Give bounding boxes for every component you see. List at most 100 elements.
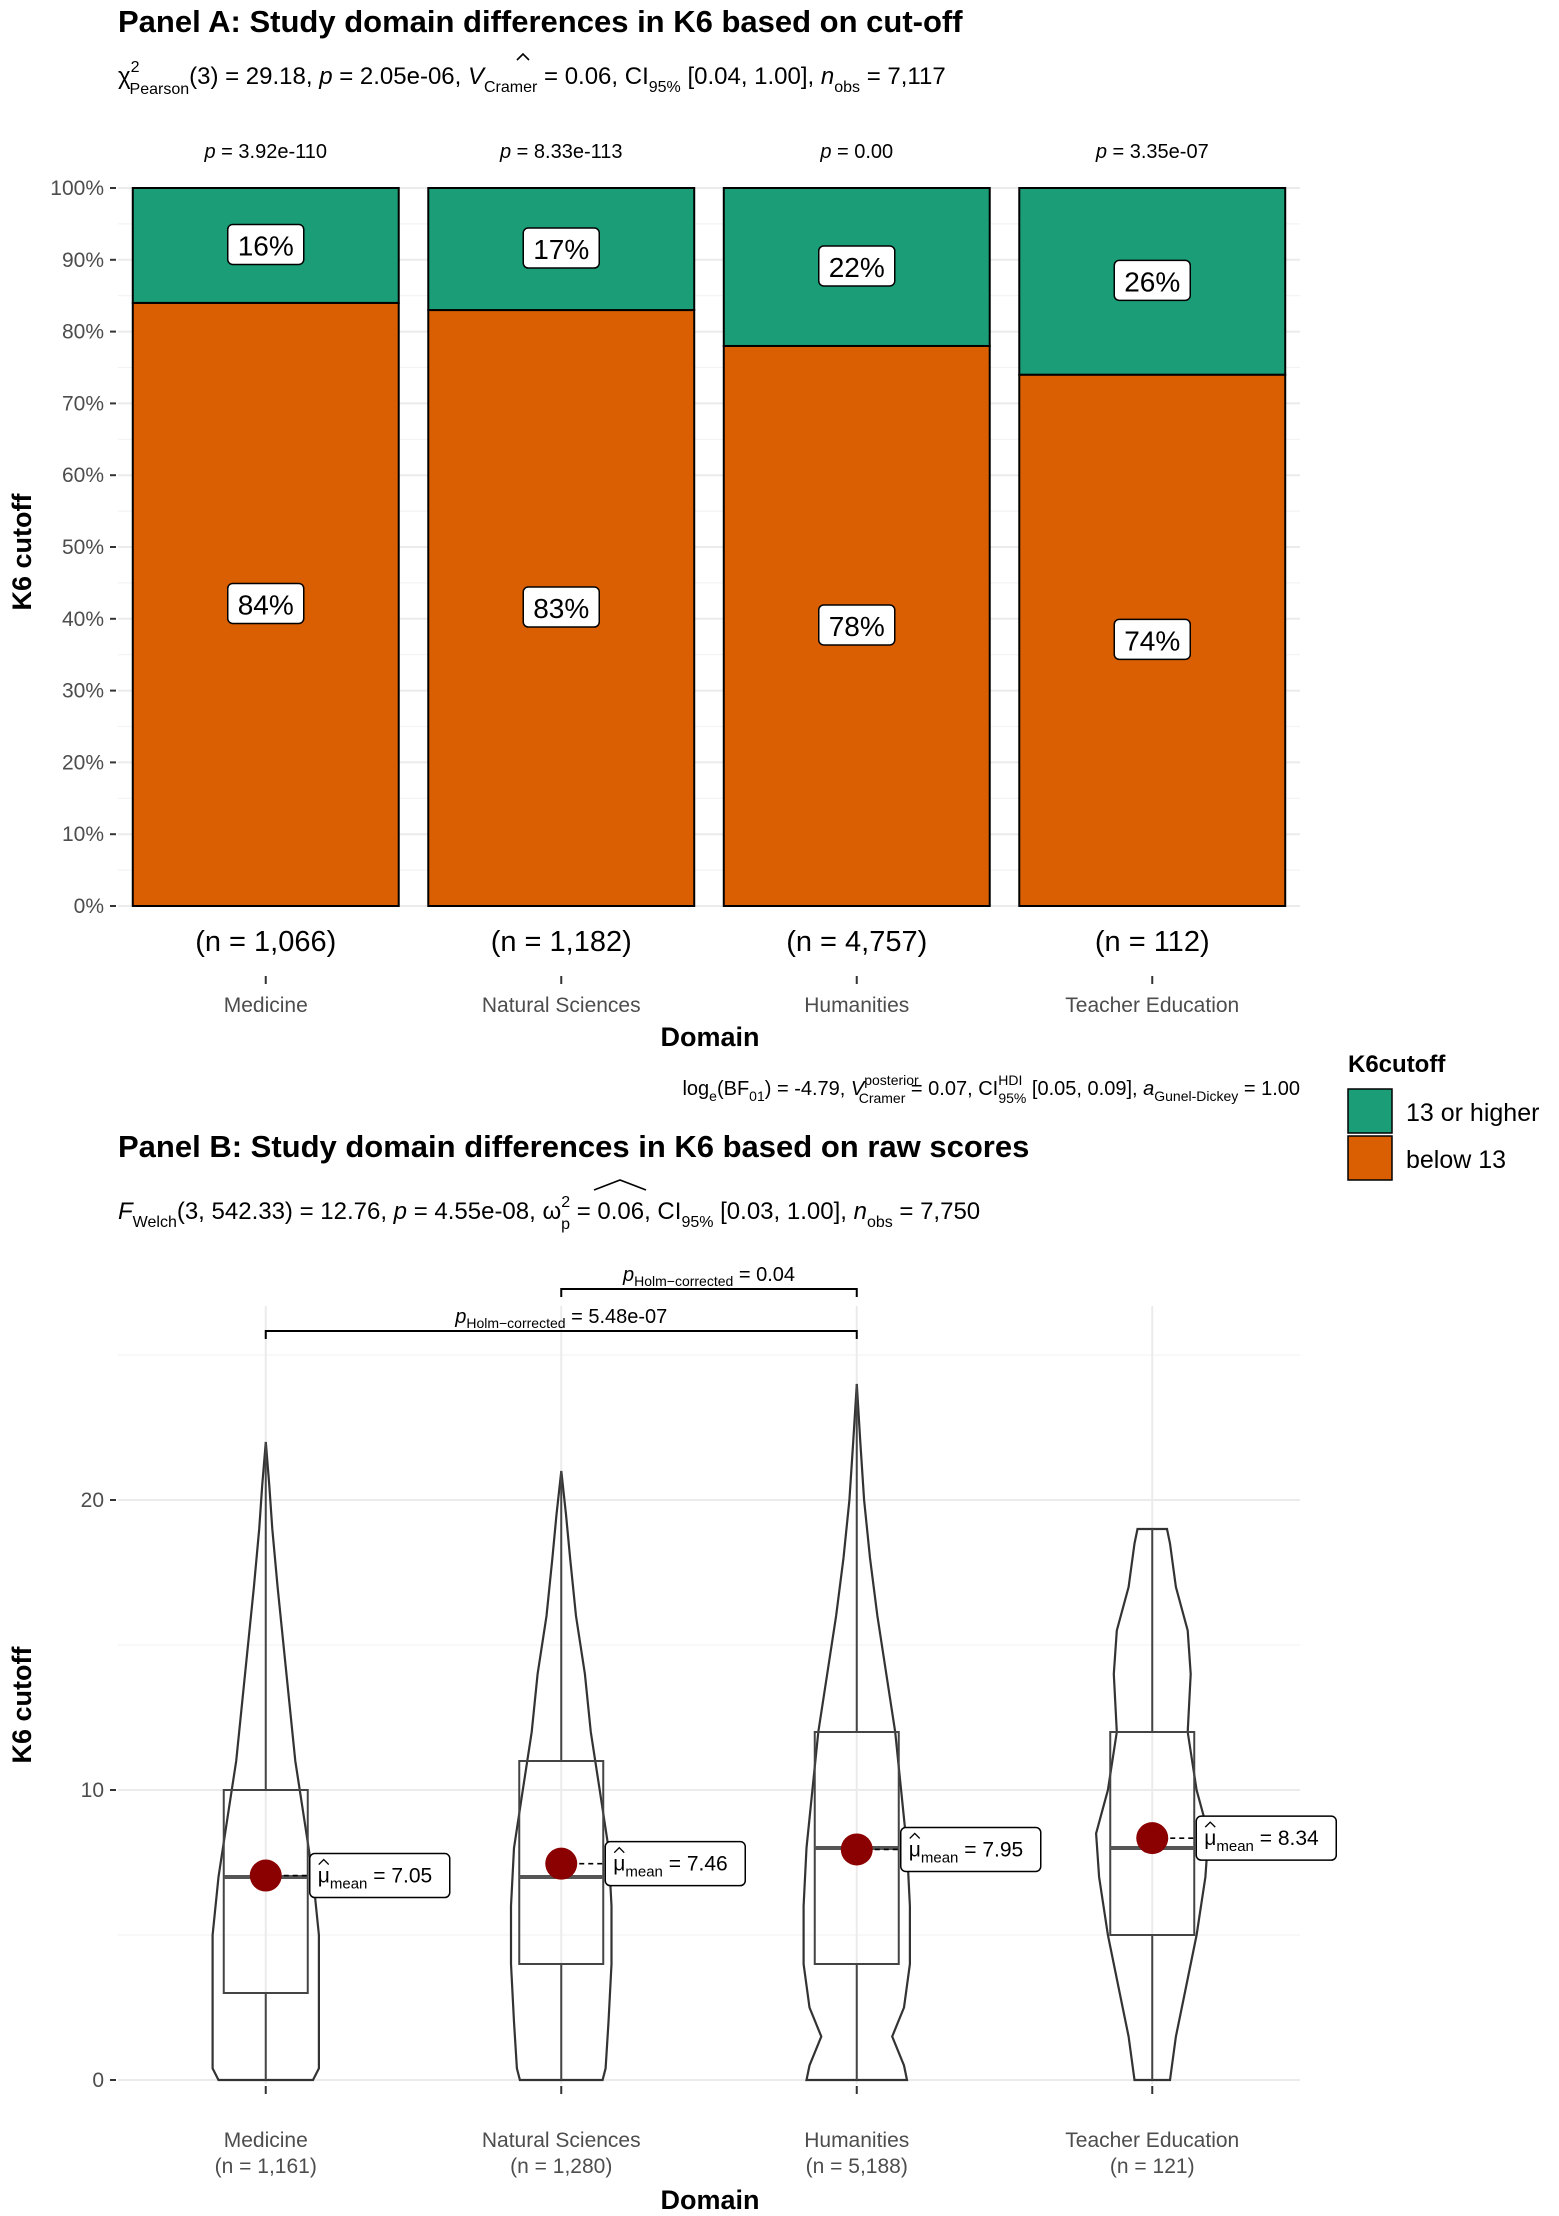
panel-a: Panel A: Study domain differences in K6 …: [7, 4, 1539, 1181]
panel-b-x-axis: Medicine (n = 1,161) Natural Sciences (n = …: [215, 2086, 1239, 2178]
box-teacher-education: [1109, 1731, 1196, 1936]
legend-label-below-13: below 13: [1406, 1146, 1506, 1174]
data-label-box: [227, 223, 305, 266]
data-label: 78%: [829, 611, 885, 642]
mean-point-medicine: [249, 1859, 282, 1892]
panel-a-x-axis: (n = 1,066) Medicine (n = 1,182) Natural Sc…: [195, 926, 1239, 1017]
panel-b-grid: [118, 1306, 1300, 2084]
y-tick-label: 0%: [74, 895, 104, 918]
y-tick-label: 70%: [62, 392, 104, 415]
comparison-bracket: [264, 1330, 858, 1339]
comparison-bracket: [560, 1288, 858, 1297]
data-label: 22%: [829, 252, 885, 283]
v-hat-mark: [516, 52, 530, 61]
sample-size-label: (n = 1,066): [195, 926, 336, 958]
mean-point-natural-sciences: [545, 1847, 578, 1880]
panel-a-title: Panel A: Study domain differences in K6 …: [118, 4, 963, 39]
y-tick-label: 20%: [62, 751, 104, 774]
panel-b: Panel B: Study domain differences in K6 …: [7, 1129, 1337, 2215]
mean-label: μmean = 7.46: [613, 1853, 727, 1881]
data-label-box: [1113, 259, 1191, 302]
panel-b-subtitle: FWelch(3, 542.33) = 12.76, p = 4.55e-08,…: [118, 1194, 980, 1233]
sample-size-label: (n = 112): [1095, 926, 1210, 958]
sample-size-label: (n = 1,280): [510, 2155, 612, 2178]
violin-teacher-education: [1094, 1527, 1210, 2082]
data-label-box: [522, 227, 600, 269]
panel-a-bars: 84% 16% 83% 17% 78% 22% 74% 26%: [131, 187, 1287, 907]
sample-size-label: (n = 1,182): [491, 926, 632, 958]
box-natural-sciences: [518, 1760, 605, 1965]
y-tick-label: 50%: [62, 536, 104, 559]
y-tick-label: 10%: [62, 823, 104, 846]
legend-label-13-or-higher: 13 or higher: [1406, 1099, 1539, 1127]
y-tick-label: 10: [81, 1779, 104, 1802]
panel-b-x-axis-title: Domain: [660, 2185, 759, 2215]
legend-title: K6cutoff: [1348, 1051, 1446, 1078]
x-tick-label: Medicine: [224, 994, 308, 1017]
x-tick-label: Medicine: [224, 2129, 308, 2152]
y-tick-label: 60%: [62, 464, 104, 487]
x-tick-label: Teacher Education: [1065, 994, 1239, 1017]
data-label: 17%: [533, 234, 589, 265]
sample-size-label: (n = 121): [1110, 2155, 1195, 2178]
y-tick-label: 90%: [62, 249, 104, 272]
legend-swatch-13-or-higher: [1347, 1088, 1393, 1134]
x-tick-label: Natural Sciences: [482, 2129, 641, 2152]
sample-size-label: (n = 1,161): [215, 2155, 317, 2178]
data-label: 26%: [1124, 266, 1180, 297]
data-label: 83%: [533, 593, 589, 624]
data-label: 84%: [238, 589, 294, 620]
y-tick-label: 40%: [62, 608, 104, 631]
legend-swatch-below-13: [1347, 1135, 1393, 1181]
y-tick-label: 0: [92, 2069, 104, 2092]
mu-hat-mark: [1204, 1821, 1216, 1828]
data-label-box: [818, 604, 896, 646]
mean-label-box: [309, 1852, 451, 1899]
mu-hat-mark: [909, 1832, 921, 1839]
y-tick-label: 30%: [62, 680, 104, 703]
violin-natural-sciences: [509, 1470, 613, 2082]
panel-a-subtitle: χ2 Pearson(3) = 29.18, p = 2.05e-06, VCra…: [118, 59, 946, 98]
y-tick-label: 80%: [62, 321, 104, 344]
data-label-box: [522, 586, 600, 628]
p-value-label: p = 3.35e-07: [1095, 141, 1209, 163]
panel-a-p-labels: p = 3.92e-110 p = 8.33e-113 p = 0.00 p = 3.…: [203, 141, 1208, 163]
box-medicine: [222, 1789, 309, 1994]
x-tick-label: Humanities: [804, 994, 909, 1017]
p-value-label: p = 3.92e-110: [203, 141, 327, 163]
data-label-box: [818, 245, 896, 287]
comparison-label: pHolm−corrected = 5.48e-07: [454, 1306, 667, 1331]
data-label: 16%: [238, 230, 294, 261]
comparison-label: pHolm−corrected = 0.04: [622, 1264, 795, 1289]
mean-label-box: [1195, 1815, 1337, 1861]
y-tick-label: 100%: [50, 177, 104, 200]
mean-label: μmean = 8.34: [1204, 1827, 1319, 1855]
x-tick-label: Natural Sciences: [482, 994, 641, 1017]
mean-label: μmean = 7.95: [909, 1838, 1023, 1866]
panel-a-x-axis-title: Domain: [660, 1022, 759, 1052]
sample-size-label: (n = 5,188): [806, 2155, 908, 2178]
panel-b-comparisons: pHolm−corrected = 0.04 pHolm−corrected = …: [264, 1264, 858, 1339]
y-tick-label: 20: [81, 1489, 104, 1512]
data-label: 74%: [1124, 625, 1180, 656]
mean-label-box: [900, 1826, 1042, 1873]
sample-size-label: (n = 4,757): [786, 926, 927, 958]
mean-point-humanities: [840, 1833, 873, 1866]
mean-label: μmean = 7.05: [318, 1865, 432, 1893]
panel-b-title: Panel B: Study domain differences in K6 …: [118, 1129, 1029, 1164]
p-value-label: p = 0.00: [819, 141, 893, 163]
legend: K6cutoff 13 or higher below 13: [1347, 1051, 1539, 1181]
data-label-box: [227, 582, 305, 625]
violin-humanities: [802, 1383, 911, 2082]
mean-point-teacher-education: [1136, 1822, 1169, 1855]
mean-label-box: [604, 1840, 746, 1887]
x-tick-label: Teacher Education: [1065, 2129, 1239, 2152]
omega-hat-mark: [593, 1179, 647, 1191]
p-value-label: p = 8.33e-113: [499, 141, 623, 163]
mu-hat-mark: [613, 1846, 625, 1854]
panel-a-caption: loge(BF01) = -4.79, Vposterior Cramer = 0…: [682, 1072, 1300, 1106]
panel-b-y-axis-title: K6 cutoff: [7, 1646, 37, 1764]
data-label-box: [1113, 618, 1191, 661]
panel-b-violins: μmean = 7.05 μmean = 7.46 μmean = 7.95 μmea…: [211, 1383, 1337, 2082]
